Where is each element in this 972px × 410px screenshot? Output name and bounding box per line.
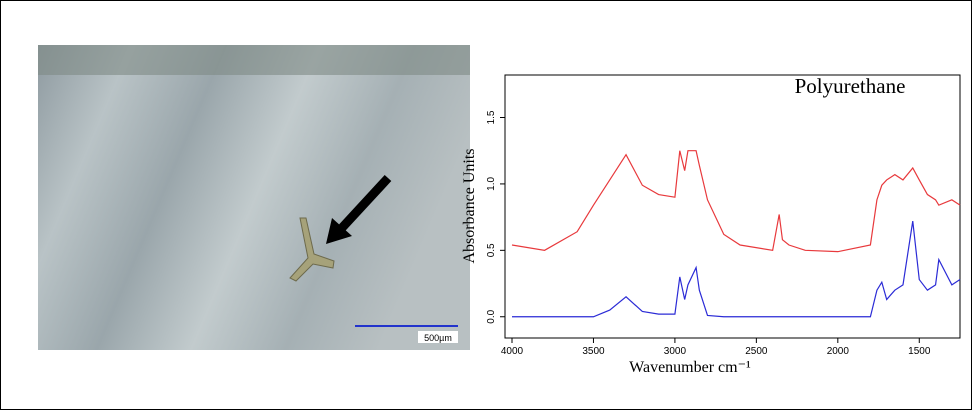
x-tick-label: 2500: [745, 346, 768, 357]
x-tick-label: 3000: [664, 346, 687, 357]
plot-frame: [504, 74, 961, 339]
spectrum-line: [512, 221, 961, 318]
y-tick-label: 0.0: [486, 309, 497, 323]
x-tick-label: 3500: [582, 346, 605, 357]
x-tick-label: 1500: [908, 346, 931, 357]
arrow-shaft: [336, 174, 392, 234]
annotation: Polyurethane: [795, 74, 906, 98]
micrograph: [38, 45, 470, 350]
micrograph-edge: [38, 45, 470, 75]
x-tick-label: 4000: [501, 346, 524, 357]
scale-bar-label: 500µm: [424, 333, 452, 343]
x-axis-label: Wavenumber cm⁻¹: [629, 359, 751, 376]
particle: [289, 217, 335, 282]
spectrum-line: [511, 150, 961, 253]
arrow-head: [326, 218, 352, 244]
y-tick-label: 0.5: [486, 243, 497, 257]
scale-bar-box: [418, 331, 458, 343]
x-tick-label: 2000: [827, 346, 850, 357]
y-axis-label: Absorbance Units: [461, 148, 478, 263]
y-tick-label: 1.5: [486, 110, 497, 124]
y-tick-label: 1.0: [486, 177, 497, 191]
